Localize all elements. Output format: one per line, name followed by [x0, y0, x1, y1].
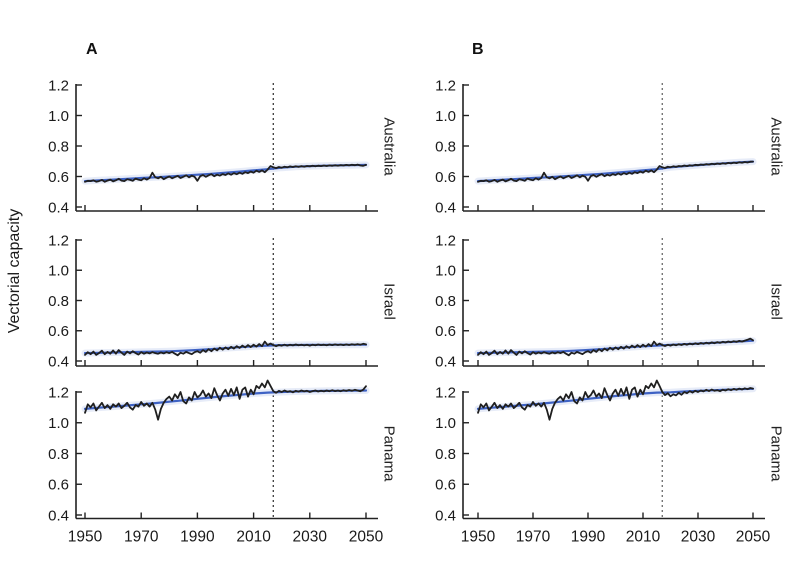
svg-text:2030: 2030: [293, 529, 328, 546]
svg-text:0.8: 0.8: [435, 446, 456, 463]
svg-text:0.4: 0.4: [435, 199, 456, 216]
row-label-israel-b: Israel: [767, 283, 785, 320]
svg-text:0.6: 0.6: [435, 477, 456, 494]
panel-a-israel: 0.4 0.6 0.8 1.0 1.2: [48, 232, 378, 370]
panel-b-panama: 0.4 0.6 0.8 1.0 1.2 1950 1970 1990 2010 2030 2050: [435, 379, 771, 546]
svg-text:1.2: 1.2: [435, 384, 456, 401]
svg-text:0.4: 0.4: [48, 199, 69, 216]
svg-text:0.4: 0.4: [435, 353, 456, 370]
svg-text:0.6: 0.6: [435, 323, 456, 340]
svg-text:1.2: 1.2: [435, 77, 456, 94]
svg-text:0.8: 0.8: [435, 138, 456, 155]
row-label-panama-a: Panama: [380, 425, 398, 482]
svg-text:0.6: 0.6: [48, 477, 69, 494]
svg-text:0.4: 0.4: [48, 353, 69, 370]
svg-text:1.0: 1.0: [435, 263, 456, 280]
row-label-israel-a: Israel: [380, 283, 398, 320]
svg-text:2010: 2010: [626, 529, 661, 546]
svg-text:1.0: 1.0: [48, 415, 69, 432]
svg-text:1950: 1950: [461, 529, 496, 546]
svg-text:1990: 1990: [180, 529, 215, 546]
svg-text:0.8: 0.8: [48, 138, 69, 155]
svg-text:0.6: 0.6: [48, 169, 69, 186]
row-label-australia-b: Australia: [767, 117, 785, 176]
svg-text:0.8: 0.8: [435, 293, 456, 310]
svg-text:2010: 2010: [236, 529, 271, 546]
svg-text:0.6: 0.6: [435, 169, 456, 186]
svg-text:0.4: 0.4: [48, 507, 69, 524]
svg-text:1.2: 1.2: [48, 232, 69, 249]
row-label-australia-a: Australia: [380, 117, 398, 176]
svg-text:2050: 2050: [349, 529, 384, 546]
panel-b-australia: 0.4 0.6 0.8 1.0 1.2: [435, 77, 765, 216]
svg-text:1970: 1970: [124, 529, 159, 546]
svg-text:1.0: 1.0: [435, 108, 456, 125]
svg-text:1.2: 1.2: [48, 384, 69, 401]
svg-text:1.0: 1.0: [435, 415, 456, 432]
svg-text:1.0: 1.0: [48, 108, 69, 125]
panel-a-panama: 0.4 0.6 0.8 1.0 1.2 1950 1970 1990 2010 2030 2050: [48, 379, 384, 546]
y-axis-title: Vectorial capacity: [6, 208, 23, 334]
svg-text:0.6: 0.6: [48, 323, 69, 340]
panel-label-b: B: [472, 41, 485, 58]
svg-text:0.8: 0.8: [48, 293, 69, 310]
panel-label-a: A: [86, 41, 99, 58]
panel-b-israel: 0.4 0.6 0.8 1.0 1.2: [435, 232, 765, 370]
svg-text:1990: 1990: [571, 529, 606, 546]
svg-text:1950: 1950: [68, 529, 103, 546]
svg-text:1.2: 1.2: [435, 232, 456, 249]
svg-text:2030: 2030: [681, 529, 716, 546]
svg-text:1.2: 1.2: [48, 77, 69, 94]
svg-text:0.8: 0.8: [48, 446, 69, 463]
svg-text:1970: 1970: [516, 529, 551, 546]
svg-text:2050: 2050: [736, 529, 771, 546]
panel-a-australia: 0.4 0.6 0.8 1.0 1.2: [48, 77, 378, 216]
row-label-panama-b: Panama: [767, 425, 785, 482]
svg-text:0.4: 0.4: [435, 507, 456, 524]
svg-text:1.0: 1.0: [48, 263, 69, 280]
